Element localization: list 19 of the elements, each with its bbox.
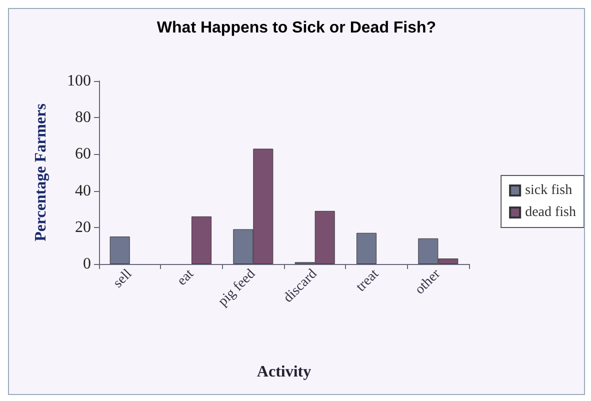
y-tick-label: 60 xyxy=(75,146,91,163)
x-tick-label: treat xyxy=(354,266,382,295)
bar xyxy=(110,236,130,264)
y-tick-label: 20 xyxy=(75,218,91,236)
y-tick-label: 40 xyxy=(75,182,91,200)
x-axis-title: Activity xyxy=(256,364,312,380)
bar xyxy=(192,216,212,264)
bar xyxy=(356,232,376,264)
y-tick-label: 100 xyxy=(67,72,91,90)
x-tick-label: eat xyxy=(174,266,197,289)
x-tick-label: other xyxy=(412,266,444,298)
legend-label: sick fish xyxy=(525,183,572,198)
y-tick-label: 0 xyxy=(83,256,91,272)
x-tick-label: sell xyxy=(110,266,136,292)
x-tick-label: pig feed xyxy=(216,266,258,310)
y-axis-title: Percentage Farmers xyxy=(32,104,50,242)
legend-label: dead fish xyxy=(525,205,576,220)
chart-title: What Happens to Sick or Dead Fish? xyxy=(156,20,436,36)
y-tick-label: 80 xyxy=(75,109,91,126)
